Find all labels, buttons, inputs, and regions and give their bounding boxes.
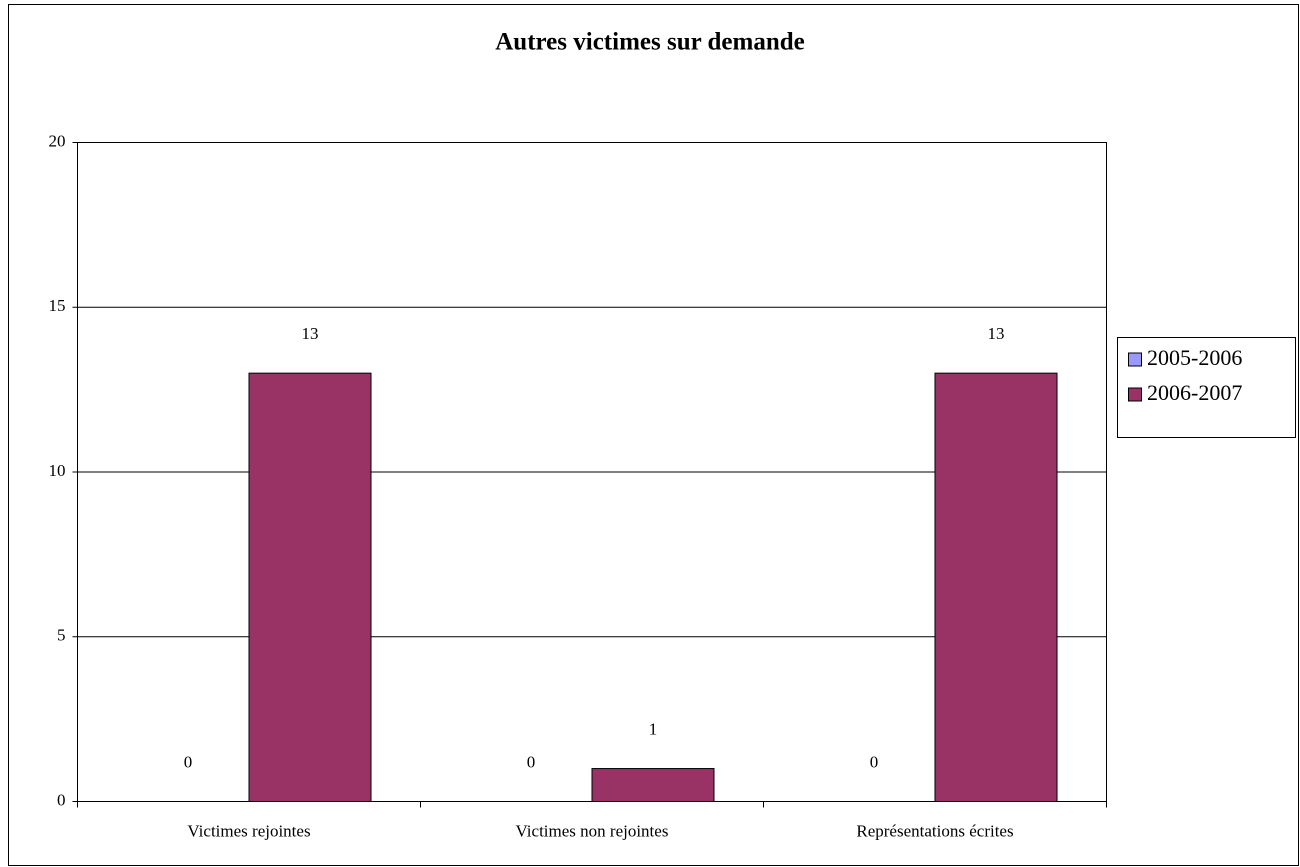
- bar: [248, 372, 372, 802]
- y-tick-label: 10: [49, 461, 66, 480]
- data-label: 13: [302, 324, 319, 343]
- data-label: 0: [527, 752, 536, 771]
- y-tick-label: 5: [57, 626, 66, 645]
- data-label: 0: [870, 752, 879, 771]
- bar: [934, 372, 1058, 802]
- bar: [591, 768, 715, 802]
- legend-box: [1117, 337, 1296, 438]
- x-tick-label: Victimes non rejointes: [516, 821, 669, 840]
- chart-title: Autres victimes sur demande: [495, 29, 804, 56]
- data-label: 13: [988, 324, 1005, 343]
- legend-swatch: [1128, 352, 1142, 367]
- data-label: 0: [184, 752, 193, 771]
- legend-label: 2006-2007: [1147, 380, 1242, 405]
- legend-swatch: [1128, 387, 1142, 402]
- x-tick-label: Représentations écrites: [856, 821, 1013, 840]
- data-label: 1: [649, 719, 658, 738]
- y-tick-label: 20: [49, 131, 66, 150]
- y-tick-label: 0: [57, 790, 66, 809]
- legend-label: 2005-2006: [1147, 345, 1242, 370]
- x-tick-label: Victimes rejointes: [187, 821, 310, 840]
- y-tick-label: 15: [49, 296, 66, 315]
